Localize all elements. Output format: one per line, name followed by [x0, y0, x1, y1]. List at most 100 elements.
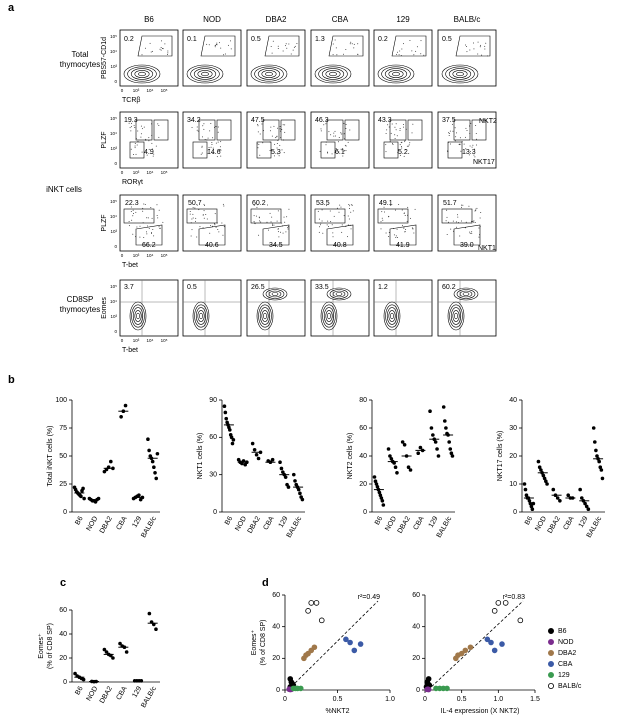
- data-point: [402, 443, 407, 447]
- contour: [327, 312, 331, 320]
- data-point: [435, 447, 439, 451]
- event-dot: [146, 154, 148, 156]
- contour: [445, 66, 475, 82]
- event-dot: [406, 145, 408, 147]
- event-dot: [286, 216, 288, 218]
- gate-value: 46.3: [315, 117, 329, 124]
- data-point: [252, 447, 257, 452]
- event-dot: [391, 142, 393, 144]
- event-dot: [468, 154, 470, 156]
- event-dot: [269, 212, 271, 214]
- panel-label: d: [262, 577, 269, 589]
- event-dot: [466, 51, 468, 53]
- event-dot: [151, 142, 153, 144]
- event-dot: [259, 220, 261, 222]
- event-dot: [253, 215, 255, 217]
- event-dot: [338, 151, 340, 153]
- x-tick-label: 1.0: [493, 696, 503, 703]
- data-point: [73, 671, 77, 676]
- event-dot: [144, 47, 146, 49]
- data-point: [395, 471, 399, 475]
- event-dot: [471, 231, 473, 233]
- gate-value: 40.6: [205, 242, 219, 249]
- event-dot: [257, 204, 259, 206]
- event-dot: [476, 207, 478, 209]
- gate: [280, 119, 296, 141]
- event-dot: [288, 208, 290, 210]
- y-tick-label: 0: [63, 679, 67, 686]
- event-dot: [473, 148, 475, 150]
- event-dot: [326, 224, 328, 226]
- gate-value: 1.3: [315, 36, 325, 43]
- event-dot: [148, 137, 150, 139]
- contour: [385, 304, 399, 328]
- gate-value: 13.3: [462, 149, 476, 156]
- gate-value: 53.5: [316, 200, 330, 207]
- flow-tick: 10⁴: [110, 131, 117, 136]
- data-point: [491, 608, 498, 614]
- data-point: [462, 647, 469, 654]
- event-dot: [320, 130, 322, 132]
- contour: [456, 71, 464, 77]
- data-point: [441, 405, 446, 409]
- event-dot: [284, 131, 286, 133]
- event-dot: [383, 206, 385, 208]
- panel-label: a: [8, 2, 15, 14]
- event-dot: [473, 48, 475, 50]
- data-point: [537, 465, 542, 470]
- gate-value: 6.1: [335, 149, 345, 156]
- event-dot: [151, 217, 153, 219]
- event-dot: [318, 231, 320, 233]
- flow-plot: 47.5 5.3: [246, 111, 306, 169]
- event-dot: [217, 228, 219, 230]
- gate-value: 1.2: [378, 284, 388, 291]
- event-dot: [277, 48, 279, 50]
- annotation: r²=0.49: [358, 594, 380, 601]
- event-dot: [484, 45, 486, 47]
- data-point: [449, 451, 454, 456]
- gate: [326, 224, 354, 246]
- event-dot: [449, 130, 451, 132]
- event-dot: [325, 123, 327, 125]
- contour: [261, 310, 269, 322]
- x-tick-label: B6: [74, 515, 84, 526]
- contour: [388, 70, 404, 78]
- data-point: [293, 479, 297, 483]
- event-dot: [267, 229, 269, 231]
- event-dot: [384, 211, 386, 213]
- event-dot: [158, 209, 160, 211]
- contour: [136, 312, 140, 320]
- event-dot: [272, 223, 274, 225]
- data-point: [406, 465, 411, 470]
- event-dot: [469, 145, 471, 147]
- contour: [325, 70, 341, 78]
- event-dot: [218, 42, 220, 44]
- event-dot: [388, 126, 390, 128]
- event-dot: [201, 146, 203, 148]
- flow-plot: 46.3 6.1: [310, 111, 370, 169]
- flow-tick: 10⁴: [147, 88, 154, 93]
- event-dot: [278, 155, 280, 157]
- subset-label: NKT1: [478, 245, 496, 252]
- contour: [186, 64, 224, 84]
- event-dot: [347, 224, 349, 226]
- contour: [321, 68, 345, 80]
- flow-tick: 0: [114, 79, 117, 84]
- gate: [441, 208, 473, 224]
- event-dot: [196, 129, 198, 131]
- flow-x-label: T-bet: [122, 347, 138, 354]
- contour: [323, 307, 335, 325]
- event-dot: [469, 232, 471, 234]
- event-dot: [463, 143, 465, 145]
- event-dot: [191, 229, 193, 231]
- data-point: [450, 454, 455, 458]
- contour: [190, 66, 220, 82]
- event-dot: [196, 204, 198, 206]
- contour: [452, 70, 468, 78]
- event-dot: [341, 224, 343, 226]
- event-dot: [450, 228, 452, 230]
- data-point: [448, 447, 453, 451]
- event-dot: [337, 141, 339, 143]
- event-dot: [282, 232, 284, 234]
- event-dot: [130, 126, 132, 128]
